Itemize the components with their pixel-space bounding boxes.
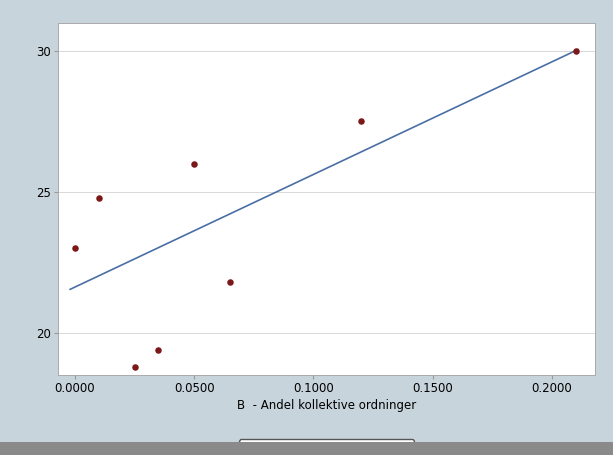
Point: [70, 245, 80, 252]
X-axis label: B  - Andel kollektive ordninger: B - Andel kollektive ordninger: [237, 399, 416, 413]
Legend: Fitted values, A: Fitted values, A: [238, 440, 414, 455]
Point: [129, 363, 139, 370]
Point: [225, 278, 235, 286]
Point: [153, 346, 163, 354]
Point: [189, 160, 199, 167]
Point: [356, 118, 366, 125]
Point: [94, 194, 104, 201]
Point: [571, 47, 581, 55]
